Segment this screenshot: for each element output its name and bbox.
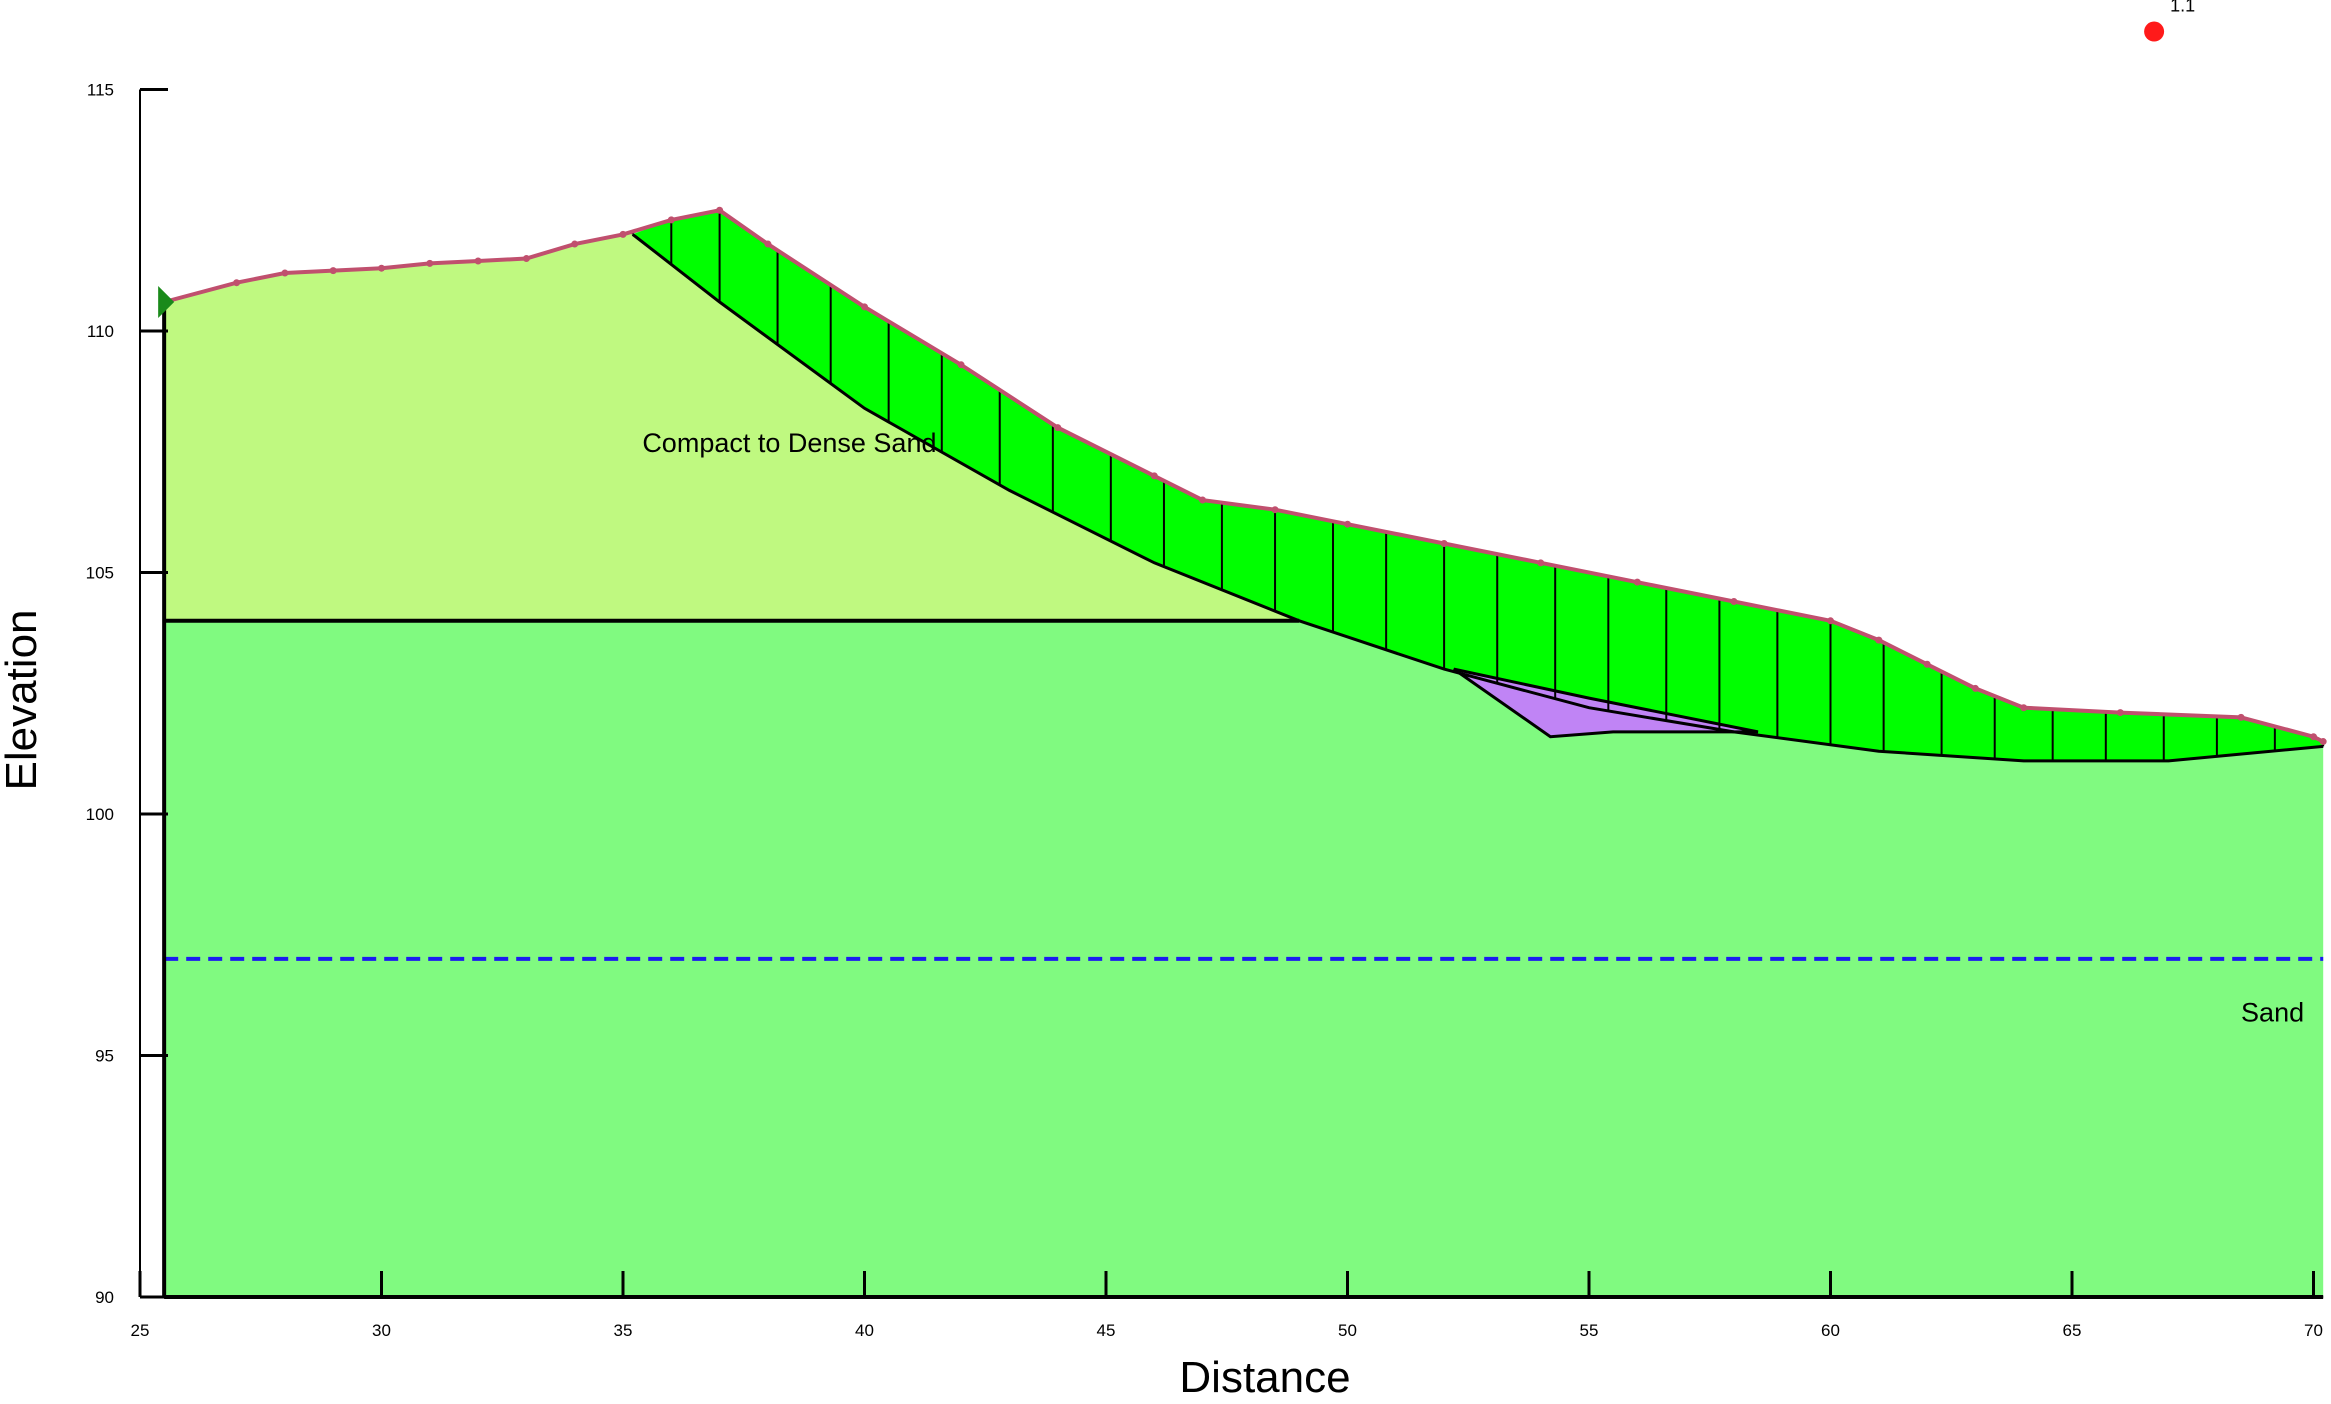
y-tick-label: 95 (95, 1047, 114, 1066)
x-tick-label: 40 (855, 1321, 874, 1340)
y-tick-label: 105 (86, 564, 114, 583)
region-label: Sand (2241, 998, 2304, 1028)
ground-point (1440, 540, 1448, 548)
ground-point (1054, 424, 1062, 432)
ground-point (1633, 578, 1641, 586)
x-tick-label: 45 (1097, 1321, 1116, 1340)
region-labels: Compact to Dense Sand Sand (642, 428, 2304, 1028)
boundary-marker-icon (158, 286, 175, 319)
tick-labels: 25 30 35 40 45 50 55 60 65 70 90 95 100 105 110 115 (86, 81, 2323, 1341)
x-axis-title: Distance (1179, 1353, 1350, 1402)
ground-point (1344, 520, 1351, 528)
slip-center-marker: 1.1 (158, 0, 2195, 319)
ground-point (281, 269, 289, 277)
ground-point (1150, 472, 1158, 480)
y-tick-label: 100 (86, 805, 114, 824)
compact-dense-sand-layer (164, 231, 1300, 621)
slip-center-label: 1.1 (2170, 0, 2195, 16)
x-tick-label: 35 (614, 1321, 633, 1340)
ground-point (1875, 636, 1883, 644)
ground-point (2237, 713, 2245, 721)
x-tick-label: 25 (131, 1321, 150, 1340)
region-label: Compact to Dense Sand (642, 428, 936, 458)
weak-zone (1452, 667, 1759, 739)
ground-point (233, 279, 241, 287)
ground-point (1971, 684, 1979, 692)
ground-point (426, 259, 434, 267)
ground-point (957, 361, 965, 369)
y-tick-label: 110 (87, 322, 114, 341)
ground-point (378, 264, 385, 272)
y-axis-title: Elevation (0, 609, 46, 790)
ground-point (1271, 506, 1279, 514)
slip-mass (632, 210, 2324, 761)
x-tick-label: 65 (2063, 1321, 2082, 1340)
slip-center-dot (2144, 21, 2165, 42)
x-tick-label: 60 (1821, 1321, 1840, 1340)
slip-surface-line (631, 233, 2324, 763)
x-tick-label: 55 (1580, 1321, 1599, 1340)
ground-point (474, 257, 482, 265)
y-tick-label: 90 (95, 1288, 114, 1307)
slice-lines (631, 210, 2325, 761)
ground-point (861, 303, 868, 311)
ground-point (522, 255, 530, 263)
x-tick-label: 50 (1338, 1321, 1357, 1340)
ground-point (2116, 709, 2124, 717)
ground-point (329, 267, 337, 275)
ground-point (2020, 704, 2028, 712)
x-tick-label: 30 (372, 1321, 391, 1340)
ground-point (571, 240, 579, 248)
ground-point (2319, 738, 2327, 746)
ground-point (1199, 496, 1207, 504)
ground-point (764, 240, 772, 248)
ground-point (619, 230, 627, 238)
soil-regions (164, 210, 2324, 1297)
ground-point (2310, 733, 2317, 741)
axes (138, 88, 2324, 1299)
ground-point (667, 216, 675, 224)
ground-point (1923, 660, 1931, 668)
ground-point (716, 206, 724, 214)
y-tick-label: 115 (87, 81, 114, 100)
ground-point (1827, 617, 1834, 625)
ground-point (1730, 597, 1738, 605)
x-tick-label: 70 (2304, 1321, 2323, 1340)
ground-point (1537, 559, 1545, 567)
